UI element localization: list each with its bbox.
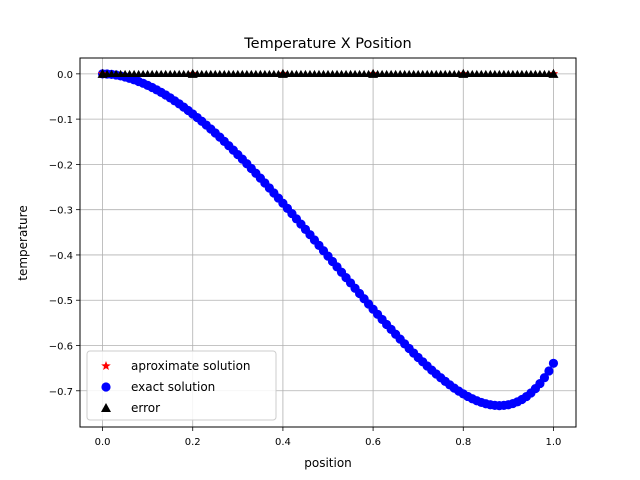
legend-marker bbox=[101, 403, 111, 412]
legend-marker bbox=[101, 361, 111, 371]
y-tick-label: 0.0 bbox=[57, 70, 73, 81]
data-point bbox=[539, 373, 550, 383]
y-tick-label: −0.5 bbox=[49, 296, 73, 307]
legend: aproximate solution exact solution error bbox=[86, 350, 277, 421]
x-tick-label: 0.4 bbox=[275, 437, 291, 448]
x-axis: 0.0 0.2 0.4 0.6 0.8 1.0 bbox=[95, 427, 562, 448]
legend-marker bbox=[101, 382, 111, 392]
grid bbox=[80, 58, 576, 427]
plot-area bbox=[97, 68, 559, 411]
x-tick-label: 0.2 bbox=[185, 437, 201, 448]
x-tick-label: 0.0 bbox=[95, 437, 111, 448]
legend-label: exact solution bbox=[131, 380, 215, 394]
chart-title: Temperature X Position bbox=[243, 36, 411, 52]
y-tick-label: −0.3 bbox=[49, 206, 73, 217]
y-tick-label: −0.4 bbox=[49, 251, 73, 262]
y-axis: 0.0 −0.1 −0.2 −0.3 −0.4 −0.5 −0.6 −0.7 bbox=[49, 70, 80, 398]
x-axis-label: position bbox=[304, 456, 352, 470]
y-tick-label: −0.7 bbox=[49, 387, 73, 398]
legend-box bbox=[86, 350, 277, 421]
y-tick-label: −0.2 bbox=[49, 160, 73, 171]
legend-label: aproximate solution bbox=[131, 359, 251, 373]
data-point bbox=[544, 366, 554, 376]
data-point bbox=[548, 358, 559, 368]
y-axis-label: temperature bbox=[16, 205, 30, 280]
y-tick-label: −0.1 bbox=[49, 115, 73, 126]
legend-label: error bbox=[131, 401, 160, 415]
x-tick-label: 0.8 bbox=[455, 437, 471, 448]
x-tick-label: 1.0 bbox=[546, 437, 562, 448]
y-tick-label: −0.6 bbox=[49, 342, 73, 353]
x-tick-label: 0.6 bbox=[365, 437, 381, 448]
triangle-marker bbox=[549, 69, 558, 78]
axes-frame bbox=[79, 57, 577, 428]
error-marker-band bbox=[98, 69, 558, 78]
